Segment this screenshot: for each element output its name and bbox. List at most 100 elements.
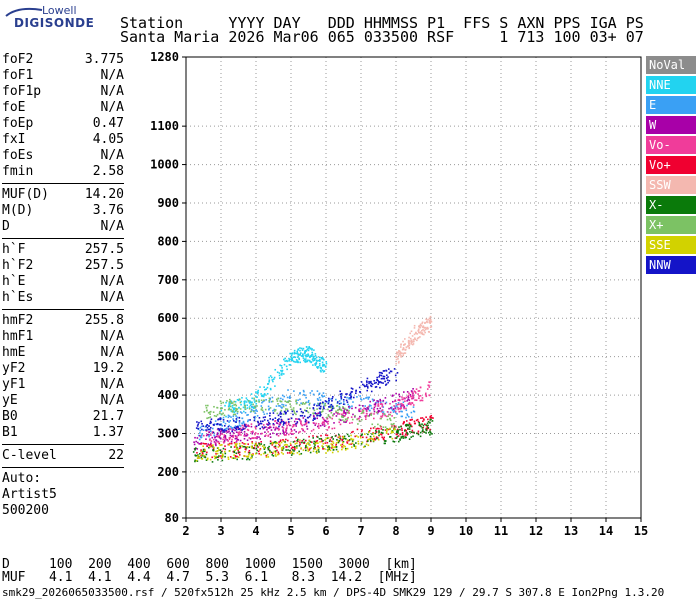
trace-point	[406, 432, 409, 434]
trace-point	[296, 402, 298, 404]
trace-point	[228, 436, 231, 439]
trace-point	[366, 389, 369, 392]
trace-point	[322, 447, 324, 450]
trace-point	[406, 433, 409, 435]
x-tick-label: 6	[322, 524, 329, 538]
trace-point	[307, 347, 309, 350]
trace-point	[209, 438, 211, 440]
trace-point	[327, 446, 329, 448]
trace-point	[396, 403, 399, 406]
trace-point	[286, 410, 289, 412]
trace-point	[285, 408, 287, 410]
header-line-1: Station YYYY DAY DDD HHMMSS P1 FFS S AXN…	[120, 14, 644, 32]
trace-point	[424, 393, 427, 396]
trace-point	[410, 425, 412, 427]
trace-point	[234, 435, 237, 437]
trace-point	[402, 423, 405, 425]
trace-point	[237, 426, 240, 428]
trace-point	[306, 348, 308, 351]
trace-point	[227, 408, 230, 411]
trace-point	[308, 404, 311, 406]
trace-point	[253, 405, 256, 408]
trace-point	[283, 434, 286, 436]
trace-point	[269, 449, 271, 452]
trace-point	[413, 390, 416, 393]
trace-point	[241, 458, 244, 460]
trace-point	[202, 448, 205, 451]
trace-point	[226, 429, 228, 432]
trace-point	[279, 377, 281, 379]
trace-point	[272, 378, 275, 380]
trace-point	[419, 423, 421, 426]
trace-point	[331, 444, 334, 446]
trace-point	[366, 385, 369, 388]
trace-point	[334, 446, 336, 448]
trace-point	[305, 396, 307, 399]
trace-point	[380, 402, 382, 405]
trace-point	[199, 426, 202, 429]
trace-point	[306, 410, 309, 413]
trace-point	[320, 370, 322, 373]
trace-point	[209, 416, 212, 418]
trace-point	[375, 428, 378, 430]
trace-point	[384, 397, 387, 399]
trace-point	[276, 400, 279, 402]
trace-point	[313, 409, 316, 412]
trace-point	[219, 437, 222, 440]
trace-point	[205, 453, 208, 456]
trace-point	[262, 452, 265, 455]
trace-point	[262, 427, 265, 430]
trace-point	[279, 421, 282, 424]
trace-point	[328, 448, 331, 451]
trace-point	[361, 433, 363, 436]
trace-point	[391, 415, 393, 417]
trace-point	[262, 394, 264, 397]
trace-point	[331, 400, 333, 402]
trace-point	[307, 354, 310, 357]
trace-point	[346, 396, 348, 399]
trace-point	[234, 444, 237, 447]
trace-point	[285, 401, 288, 403]
trace-point	[202, 442, 205, 445]
trace-point	[302, 389, 305, 392]
trace-point	[405, 396, 408, 399]
trace-point	[395, 437, 398, 439]
trace-point	[356, 428, 359, 431]
trace-point	[244, 411, 247, 414]
trace-point	[426, 326, 429, 329]
trace-point	[292, 407, 295, 409]
trace-point	[408, 392, 410, 395]
trace-point	[217, 435, 219, 437]
trace-point	[346, 411, 349, 414]
trace-point	[343, 444, 345, 447]
trace-point	[405, 420, 408, 422]
trace-point	[321, 440, 323, 443]
trace-point	[233, 454, 235, 456]
trace-point	[229, 405, 232, 408]
trace-point	[327, 397, 330, 400]
trace-point	[228, 403, 230, 405]
trace-point	[244, 435, 246, 437]
trace-point	[339, 438, 342, 440]
trace-point	[245, 423, 247, 426]
trace-point	[337, 439, 340, 442]
trace-point	[254, 432, 257, 434]
trace-point	[373, 413, 375, 415]
trace-point	[346, 418, 349, 420]
trace-point	[194, 459, 197, 462]
trace-point	[413, 333, 416, 336]
trace-point	[224, 422, 227, 425]
trace-point	[348, 407, 351, 409]
trace-point	[378, 380, 380, 383]
trace-point	[315, 362, 318, 364]
trace-point	[427, 418, 429, 421]
trace-point	[382, 411, 385, 413]
param-label: foEp	[2, 116, 34, 131]
trace-point	[389, 413, 391, 416]
trace-point	[339, 423, 342, 426]
trace-point	[399, 439, 401, 441]
trace-point	[300, 452, 303, 455]
trace-point	[338, 436, 340, 438]
trace-point	[284, 357, 286, 360]
trace-point	[388, 372, 391, 374]
